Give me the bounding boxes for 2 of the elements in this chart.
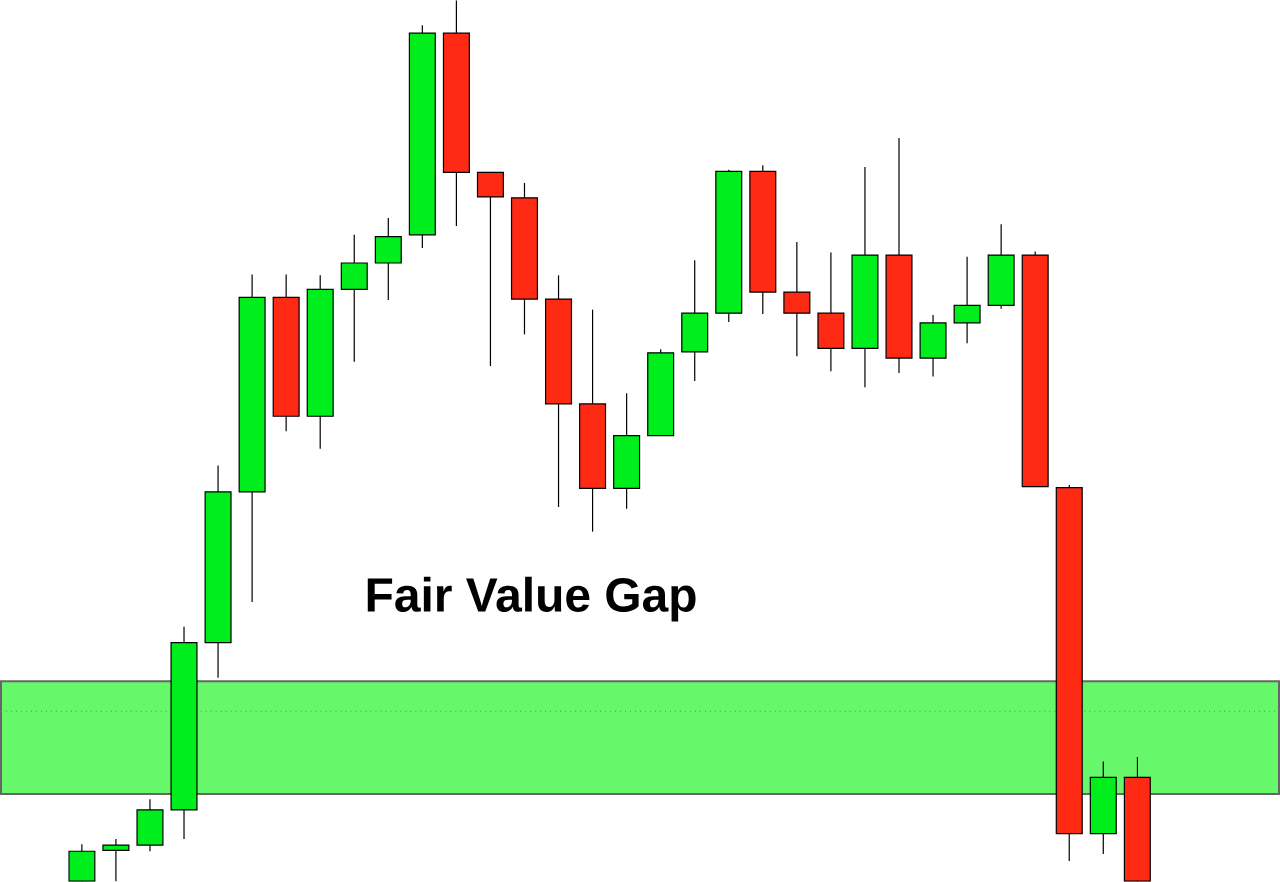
band-label: Fair Value Gap [367,576,696,622]
candlestick [102,838,130,882]
